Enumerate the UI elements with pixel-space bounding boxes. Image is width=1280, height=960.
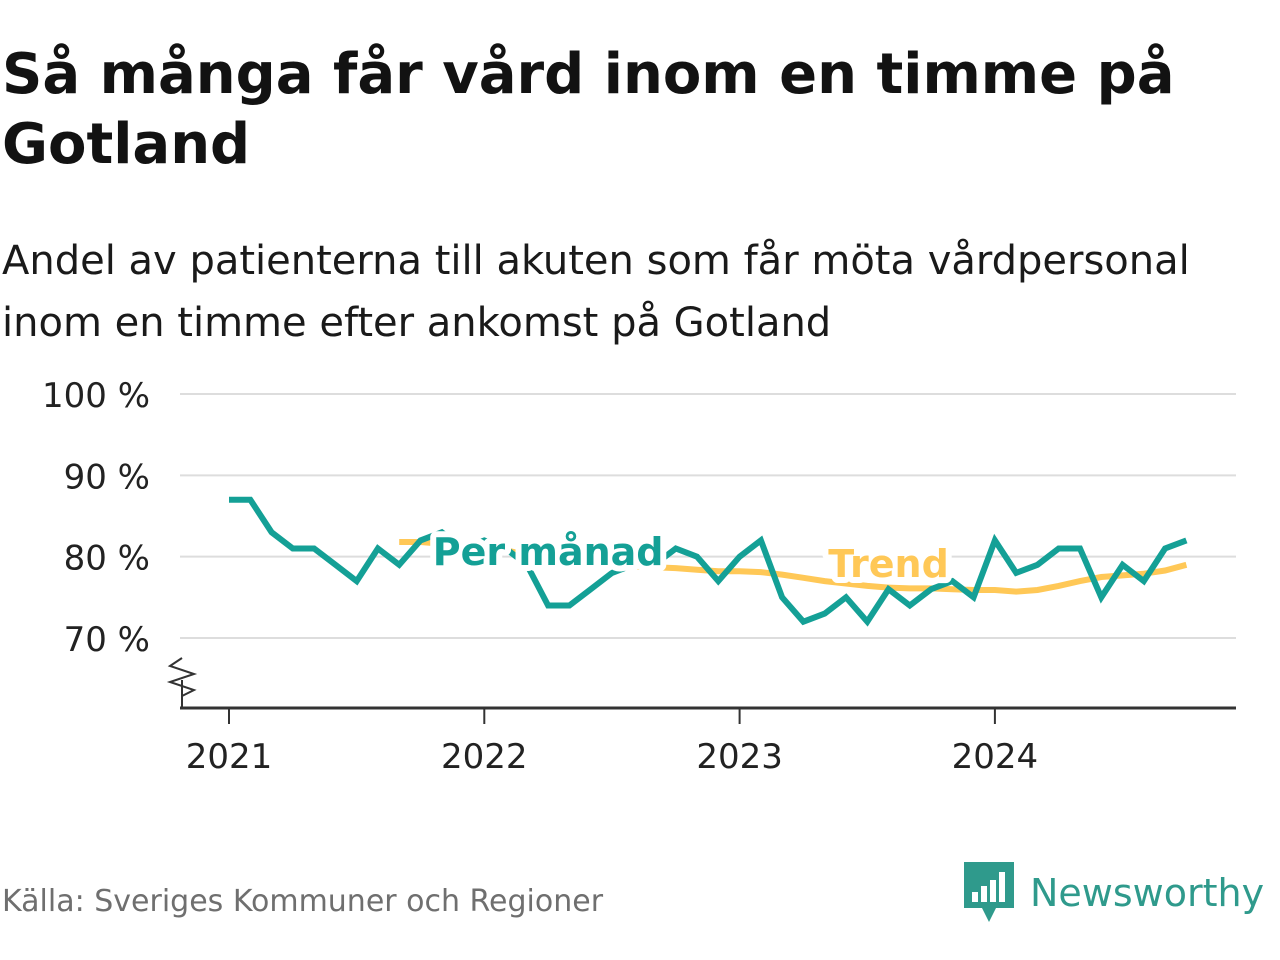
x-tick-label: 2023 (696, 737, 783, 777)
series-lines (229, 496, 1188, 627)
x-tick-label: 2021 (186, 737, 273, 777)
x-tick-label: 2022 (441, 737, 528, 777)
x-axis: 2021 2022 2023 2024 (166, 657, 1236, 777)
series-label-trend: Trend (828, 542, 949, 586)
page-title: Så många får vård inom en timme på Gotla… (2, 42, 1175, 177)
line-chart: 70 % 80 % 90 % 100 % 2021 2022 2023 2024 Per m… (42, 376, 1236, 777)
y-axis-labels: 70 % 80 % 90 % 100 % (42, 376, 150, 660)
newsworthy-logo-icon (964, 862, 1014, 922)
series-labels: Per månad Trend (427, 524, 955, 592)
chart-subtitle: Andel av patienterna till akuten som får… (2, 238, 1190, 346)
brand-name: Newsworthy (1030, 871, 1265, 915)
series-label-monthly: Per månad (433, 530, 664, 574)
x-tick-label: 2024 (952, 737, 1039, 777)
monthly-line (229, 496, 1188, 627)
axis-break-mark (166, 657, 198, 697)
source-note: Källa: Sveriges Kommuner och Regioner (2, 884, 604, 919)
brand-logo: Newsworthy (964, 862, 1264, 924)
y-tick-label: 100 % (42, 376, 150, 416)
gridlines (180, 393, 1236, 639)
y-tick-label: 90 % (64, 457, 150, 497)
trend-line (399, 539, 1188, 595)
y-tick-label: 70 % (64, 620, 150, 660)
y-tick-label: 80 % (64, 539, 150, 579)
